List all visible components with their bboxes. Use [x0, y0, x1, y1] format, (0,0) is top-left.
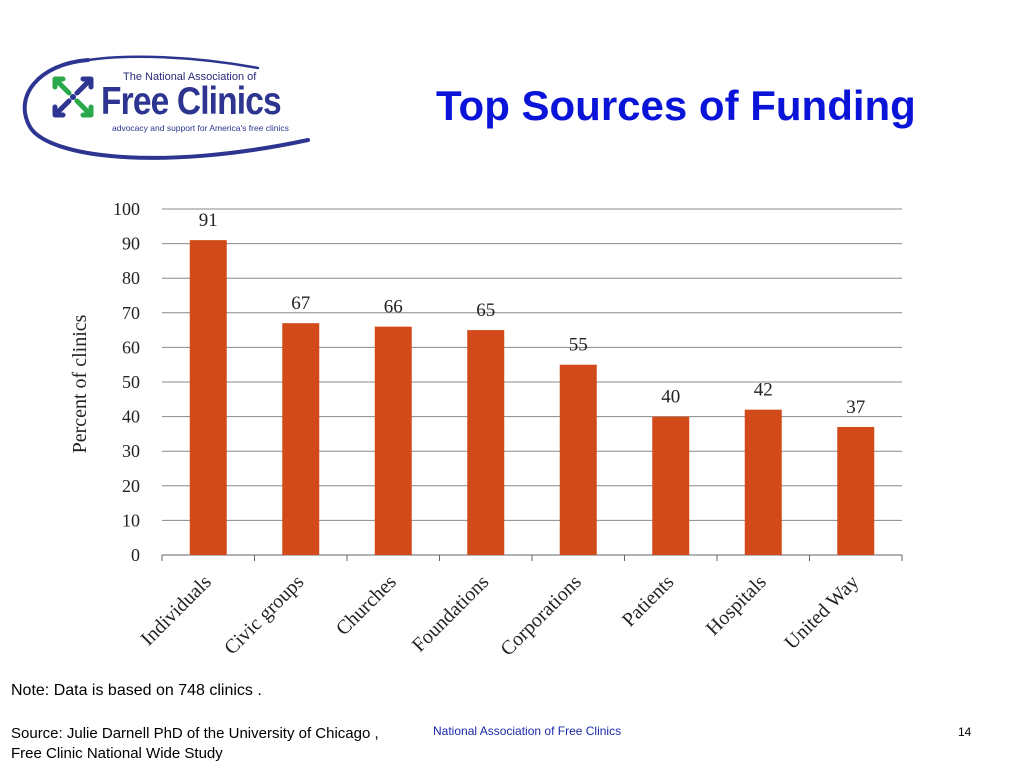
bar-churches: [374, 326, 412, 555]
y-tick-label: 30: [122, 441, 140, 461]
data-label: 91: [199, 210, 218, 231]
chart-note: Note: Data is based on 748 clinics .: [11, 682, 262, 699]
x-category-label: Civic groups: [220, 571, 308, 659]
slide-title: Top Sources of Funding: [436, 82, 916, 129]
bar-hospitals: [744, 409, 782, 555]
logo-swoosh: [22, 55, 310, 160]
logo-org-top: The National Association of: [123, 71, 257, 83]
x-category-label: Corporations: [496, 571, 586, 661]
footer-org-name: National Association of Free Clinics: [433, 724, 622, 738]
chart-gridlines: [162, 208, 902, 556]
bar-corporations: [559, 364, 597, 555]
bar-civic-groups: [282, 323, 320, 555]
bar-patients: [652, 416, 690, 555]
page-number: 14: [958, 725, 972, 739]
x-category-label: Foundations: [408, 571, 494, 657]
data-label: 55: [569, 335, 588, 356]
y-tick-label: 0: [131, 545, 140, 565]
x-category-label: United Way: [780, 571, 863, 654]
y-tick-label: 80: [122, 268, 140, 288]
data-label: 67: [291, 293, 310, 314]
y-tick-label: 100: [113, 199, 140, 219]
logo-name: Free Clinics: [101, 80, 282, 123]
bar-foundations: [467, 330, 505, 555]
data-label: 65: [476, 300, 495, 321]
free-clinics-logo: The National Association of Free Clinics…: [18, 52, 318, 170]
y-tick-label: 10: [122, 510, 140, 530]
data-label: 66: [384, 297, 403, 318]
data-label: 42: [754, 380, 773, 401]
chart-bars: [189, 240, 875, 555]
y-tick-label: 90: [122, 234, 140, 254]
bar-chart: 0 10 20 30 40 50 60 70 80 90 100 Percent of clinics…: [69, 199, 903, 661]
y-axis-title: Percent of clinics: [69, 314, 91, 453]
data-label: 37: [846, 397, 865, 418]
y-tick-label: 50: [122, 372, 140, 392]
bar-united-way: [837, 426, 875, 555]
x-category-label: Patients: [618, 571, 678, 631]
x-category-label: Individuals: [137, 571, 216, 650]
y-tick-label: 70: [122, 303, 140, 323]
data-label: 40: [661, 387, 680, 408]
chart-axes: [161, 554, 903, 561]
x-category-label: Hospitals: [702, 571, 771, 640]
y-tick-label: 20: [122, 476, 140, 496]
y-tick-label: 40: [122, 407, 140, 427]
logo-emblem-icon: [52, 76, 94, 118]
logo-tagline: advocacy and support for America's free …: [112, 123, 289, 133]
x-category-label: Churches: [332, 571, 401, 640]
source-citation: Source: Julie Darnell PhD of the Univers…: [11, 725, 379, 762]
y-tick-label: 60: [122, 337, 140, 357]
bar-individuals: [189, 240, 227, 555]
